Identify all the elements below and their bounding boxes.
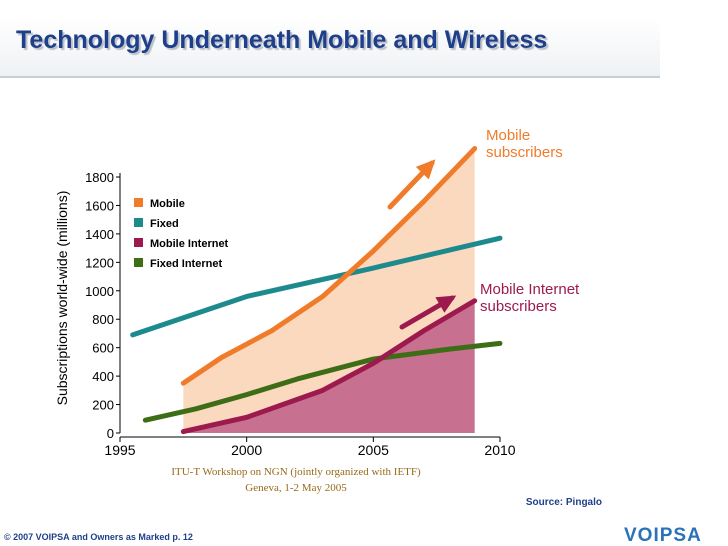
data-point-mobile-internet bbox=[371, 361, 375, 365]
annotation-mobile-subscribers: Mobile bbox=[486, 127, 530, 144]
data-point-mobile bbox=[422, 199, 426, 203]
data-point-mobile-internet bbox=[473, 299, 477, 303]
data-point-fixed-internet bbox=[295, 377, 299, 381]
data-point-mobile bbox=[321, 294, 325, 299]
legend-swatch-fixed bbox=[134, 218, 143, 227]
data-point-fixed bbox=[498, 236, 502, 240]
data-point-mobile-internet bbox=[181, 429, 185, 434]
y-tick-label: 1200 bbox=[85, 255, 114, 270]
mobile-growth-arrow-head bbox=[415, 159, 436, 180]
y-tick-label: 1000 bbox=[85, 284, 114, 299]
data-point-fixed-internet bbox=[245, 393, 249, 397]
y-tick-label: 1600 bbox=[85, 198, 114, 213]
logo-wordmark: VOIPSA bbox=[624, 525, 702, 546]
y-axis-label: Subscriptions world-wide (millions) bbox=[54, 191, 70, 406]
x-tick-label: 2005 bbox=[358, 442, 389, 458]
mobile-internet-growth-arrow-head bbox=[435, 295, 457, 313]
data-point-mobile bbox=[270, 329, 274, 333]
annotation-mobile-internet-subscribers: subscribers bbox=[480, 298, 557, 315]
data-point-fixed bbox=[245, 294, 249, 299]
legend-label: Mobile bbox=[150, 198, 185, 210]
legend-swatch-fixed-internet bbox=[134, 258, 143, 267]
data-point-mobile-internet bbox=[422, 329, 426, 333]
data-point-mobile-internet bbox=[321, 388, 325, 392]
legend-label: Mobile Internet bbox=[150, 238, 229, 250]
source-label: Source: Pingalo bbox=[525, 497, 602, 508]
footer-copyright: © 2007 VOIPSA and Owners as Marked p. 12 bbox=[4, 532, 193, 542]
chart-caption-line-1: ITU-T Workshop on NGN (jointly organized… bbox=[171, 466, 421, 478]
data-point-mobile-internet bbox=[245, 415, 249, 419]
legend-label: Fixed bbox=[150, 218, 179, 230]
data-point-mobile bbox=[181, 381, 185, 385]
data-point-fixed-internet bbox=[194, 407, 198, 411]
voipsa-logo: VOIPSA bbox=[624, 525, 702, 546]
data-point-fixed-internet bbox=[447, 347, 451, 351]
legend-label: Fixed Internet bbox=[150, 258, 222, 270]
y-tick-label: 0 bbox=[107, 426, 114, 441]
title-bar bbox=[0, 18, 660, 78]
x-tick-label: 2000 bbox=[231, 442, 262, 458]
legend-swatch-mobile-internet bbox=[134, 238, 143, 247]
series-line-mobile-internet bbox=[180, 298, 478, 435]
data-point-fixed-internet bbox=[143, 418, 147, 422]
legend-swatch-mobile bbox=[134, 198, 143, 207]
y-tick-label: 200 bbox=[92, 398, 114, 413]
y-tick-label: 800 bbox=[92, 312, 114, 327]
y-tick-label: 1400 bbox=[85, 227, 114, 242]
data-point-mobile bbox=[219, 356, 223, 360]
data-point-fixed-internet bbox=[498, 341, 502, 345]
slide-title: Technology Underneath Mobile and Wireles… bbox=[16, 26, 548, 54]
y-tick-label: 400 bbox=[92, 369, 114, 384]
data-point-mobile bbox=[473, 146, 477, 151]
y-tick-label: 1800 bbox=[85, 170, 114, 185]
series-line-fixed bbox=[130, 235, 503, 338]
data-point-mobile bbox=[371, 249, 375, 253]
x-tick-label: 1995 bbox=[104, 442, 135, 458]
data-point-fixed bbox=[131, 333, 135, 337]
area-mobile-internet bbox=[183, 300, 475, 433]
x-tick-label: 2010 bbox=[484, 442, 515, 458]
chart-caption-line-2: Geneva, 1-2 May 2005 bbox=[245, 482, 347, 494]
annotation-mobile-subscribers: subscribers bbox=[486, 144, 563, 161]
annotation-mobile-internet-subscribers: Mobile Internet bbox=[480, 281, 580, 298]
data-point-fixed bbox=[371, 266, 375, 270]
y-tick-label: 600 bbox=[92, 341, 114, 356]
